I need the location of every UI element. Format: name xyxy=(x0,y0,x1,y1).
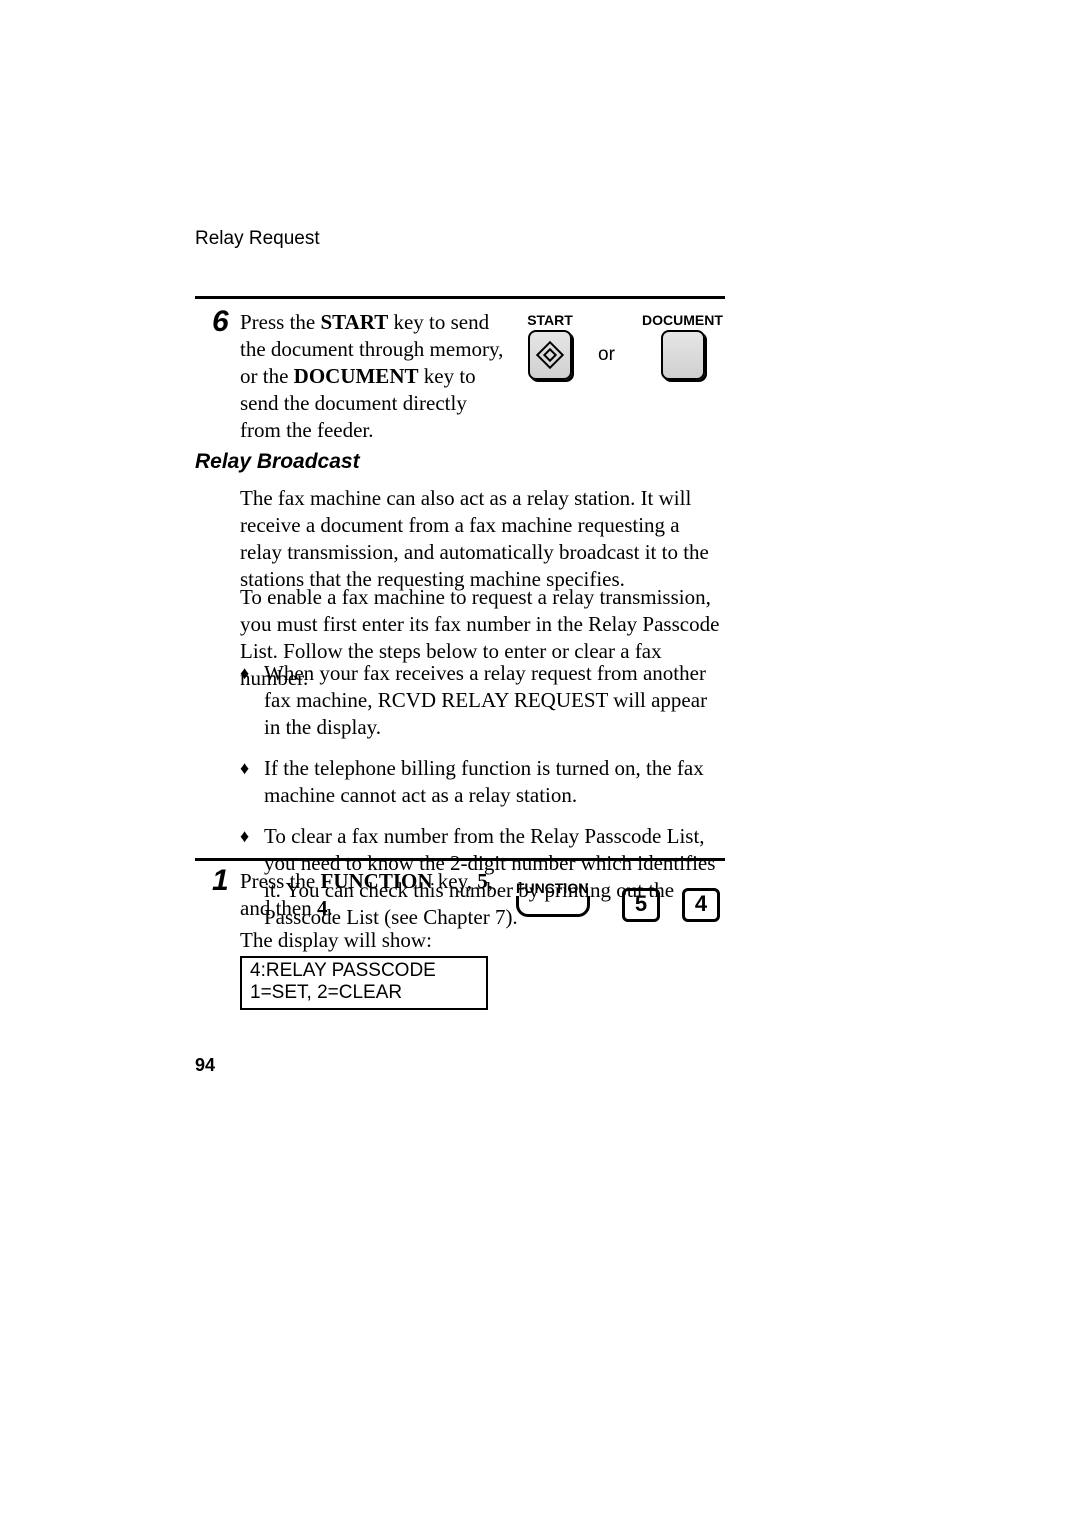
function-key-icon xyxy=(516,896,590,917)
start-key-icon xyxy=(528,330,572,380)
step-number-6: 6 xyxy=(212,305,229,339)
document-key-icon xyxy=(661,330,705,380)
divider-mid xyxy=(195,858,725,861)
section-title-relay-broadcast: Relay Broadcast xyxy=(195,450,360,474)
start-diamond-icon xyxy=(536,341,564,369)
or-text: or xyxy=(598,344,615,366)
bullet-item: If the telephone billing function is tur… xyxy=(240,755,720,809)
lcd-line1: 4:RELAY PASSCODE xyxy=(250,960,478,982)
step-1-keys: FUNCTION 5 4 xyxy=(516,880,736,930)
digit-key-4: 4 xyxy=(682,888,720,922)
step-6-text: Press the START key to send the document… xyxy=(240,309,508,444)
step-6-keys: START DOCUMENT or xyxy=(520,312,740,392)
step-number-1: 1 xyxy=(212,864,229,898)
step-1-text: Press the FUNCTION key, 5, and then 4. xyxy=(240,868,520,922)
start-key-label: START xyxy=(520,312,580,328)
lcd-line2: 1=SET, 2=CLEAR xyxy=(250,982,478,1004)
divider-top xyxy=(195,296,725,299)
paragraph-1: The fax machine can also act as a relay … xyxy=(240,485,720,593)
display-label: The display will show: xyxy=(240,928,432,953)
page-number: 94 xyxy=(195,1055,215,1076)
bullet-item: When your fax receives a relay request f… xyxy=(240,660,720,741)
running-header: Relay Request xyxy=(195,228,320,250)
lcd-display: 4:RELAY PASSCODE 1=SET, 2=CLEAR xyxy=(240,956,488,1010)
document-key-label: DOCUMENT xyxy=(642,312,722,328)
manual-page: Relay Request 6 Press the START key to s… xyxy=(0,0,1080,1528)
function-key-label: FUNCTION xyxy=(516,880,588,896)
digit-key-5: 5 xyxy=(622,888,660,922)
